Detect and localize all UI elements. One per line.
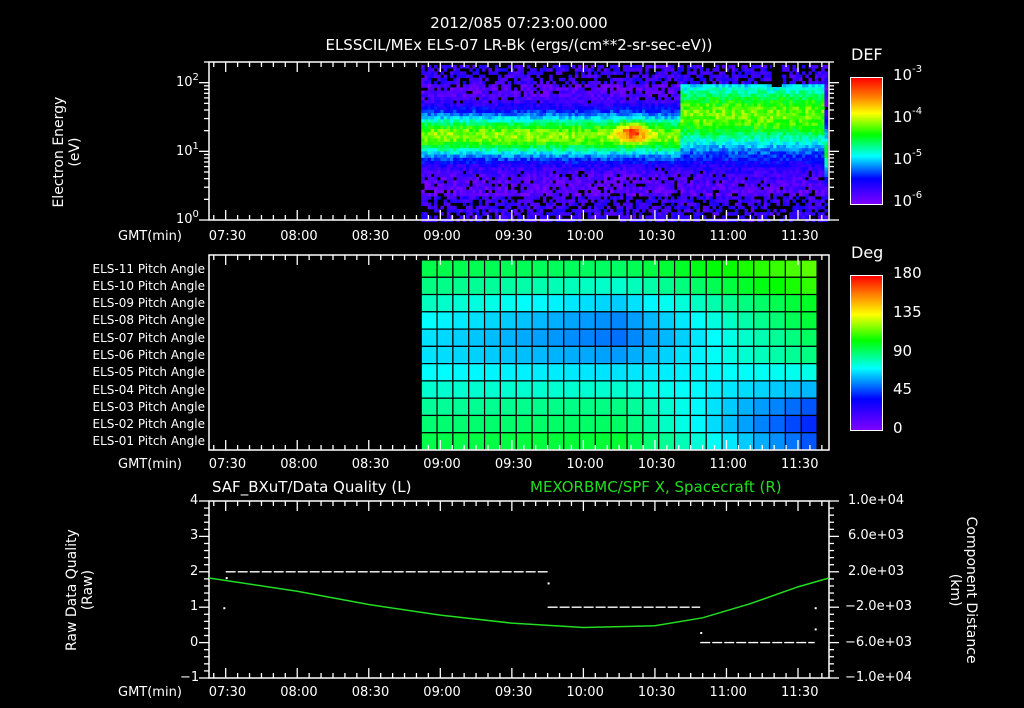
left-ytick-label: 3: [190, 528, 199, 544]
energy-ytick-0: 100: [176, 209, 199, 227]
pitch-row-label: ELS-02 Pitch Angle: [92, 417, 205, 432]
time-tick-label: 10:30: [637, 457, 676, 472]
deg-tick-180: 180: [893, 264, 922, 282]
pitch-x-axis-label: GMT(min): [118, 457, 182, 472]
time-tick-label: 10:30: [637, 685, 676, 700]
time-tick-label: 09:30: [494, 229, 533, 244]
quality-title-right: MEXORBMC/SPF X, Spacecraft (R): [530, 478, 782, 496]
right-ytick-label: −6.0e+03: [845, 634, 912, 650]
pitch-row-label: ELS-11 Pitch Angle: [92, 261, 205, 276]
pitch-row-label: ELS-05 Pitch Angle: [92, 365, 205, 380]
time-tick-label: 11:30: [781, 229, 819, 244]
left-ytick-label: 4: [190, 493, 199, 508]
def-tick-1: 10-3: [893, 64, 923, 84]
time-tick-label: 08:30: [351, 457, 390, 472]
deg-tick-45: 45: [893, 380, 913, 398]
time-tick-label: 07:30: [208, 229, 247, 244]
time-tick-label: 10:00: [566, 685, 604, 700]
def-tick-4: 10-6: [893, 190, 923, 210]
right-ytick-label: 2.0e+03: [848, 563, 905, 579]
time-tick-label: 10:00: [566, 229, 604, 244]
pitch-row-label: ELS-01 Pitch Angle: [92, 434, 205, 449]
def-tick-2: 10-4: [893, 106, 923, 126]
def-tick-3: 10-5: [893, 148, 923, 168]
energy-ytick-1: 101: [176, 141, 199, 159]
deg-colorbar-title: Deg: [851, 243, 884, 262]
def-colorbar: [850, 77, 883, 205]
pitch-row-label: ELS-03 Pitch Angle: [92, 399, 205, 414]
quality-x-axis-label: GMT(min): [118, 685, 182, 700]
pitch-row-label: ELS-07 Pitch Angle: [92, 330, 205, 345]
def-colorbar-title: DEF: [851, 45, 883, 64]
time-tick-label: 09:30: [494, 685, 533, 700]
time-tick-label: 11:00: [709, 685, 747, 700]
deg-tick-90: 90: [893, 342, 913, 360]
right-ytick-label: −2.0e+03: [845, 599, 912, 615]
time-tick-label: 09:00: [423, 457, 461, 472]
time-tick-label: 08:00: [280, 229, 318, 244]
pitch-row-label: ELS-06 Pitch Angle: [92, 348, 205, 362]
plot-timestamp: 2012/085 07:23:00.000: [430, 14, 608, 32]
left-ytick-label: 0: [190, 634, 199, 650]
time-tick-label: 08:30: [351, 229, 390, 244]
deg-colorbar: [850, 275, 883, 431]
time-tick-label: 09:00: [423, 685, 461, 700]
pitch-row-label: ELS-09 Pitch Angle: [92, 296, 205, 311]
right-ytick-label: −1.0e+04: [845, 670, 912, 685]
time-tick-label: 09:00: [423, 229, 461, 244]
time-tick-label: 10:30: [637, 229, 676, 244]
time-tick-label: 07:30: [208, 685, 247, 700]
time-tick-label: 11:30: [781, 685, 819, 700]
pitch-row-label: ELS-08 Pitch Angle: [92, 313, 205, 328]
time-tick-label: 11:00: [709, 457, 747, 472]
time-tick-label: 08:30: [351, 685, 390, 700]
left-ytick-label: 1: [190, 599, 199, 615]
time-tick-label: 10:00: [566, 457, 604, 472]
time-tick-label: 08:00: [280, 685, 318, 700]
time-tick-label: 11:30: [781, 457, 819, 472]
pitch-row-label: ELS-04 Pitch Angle: [92, 382, 205, 397]
left-ytick-label: 2: [190, 563, 199, 579]
time-tick-label: 11:00: [709, 229, 747, 244]
right-ytick-label: 1.0e+04: [848, 493, 905, 508]
time-tick-label: 07:30: [208, 457, 247, 472]
time-tick-label: 08:00: [280, 457, 318, 472]
right-ytick-label: 6.0e+03: [848, 528, 905, 544]
plot-subtitle: ELSSCIL/MEx ELS-07 LR-Bk (ergs/(cm**2-sr…: [325, 36, 713, 54]
energy-ytick-2: 102: [176, 72, 199, 90]
left-ytick-label: −1: [180, 670, 200, 685]
time-tick-label: 09:30: [494, 457, 533, 472]
quality-title-left: SAF_BXuT/Data Quality (L): [212, 478, 412, 496]
pitch-row-label: ELS-10 Pitch Angle: [92, 278, 205, 293]
energy-x-axis-label: GMT(min): [118, 229, 182, 244]
deg-tick-135: 135: [893, 303, 922, 321]
deg-tick-0: 0: [893, 419, 903, 437]
